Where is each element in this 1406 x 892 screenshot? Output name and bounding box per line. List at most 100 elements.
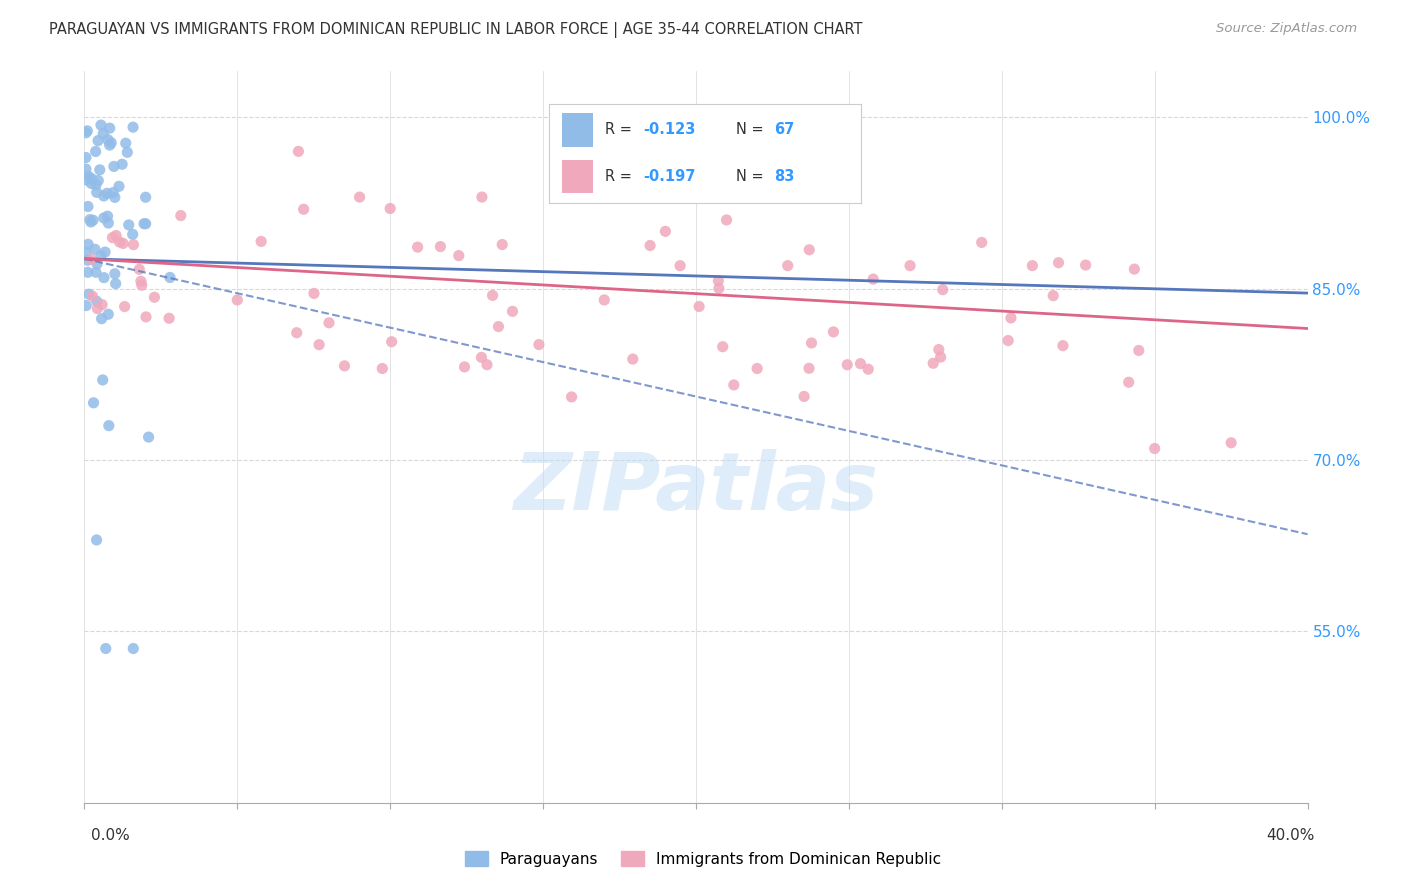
Point	[91, 298, 114, 312]
Point	[98, 138, 121, 153]
Point	[101, 230, 124, 244]
Legend: Paraguayans, Immigrants from Dominican Republic: Paraguayans, Immigrants from Dominican R…	[464, 851, 942, 866]
Point	[90, 249, 112, 263]
Point	[527, 337, 550, 351]
Point	[135, 190, 157, 204]
Point	[96, 186, 118, 201]
Point	[82, 213, 104, 227]
Point	[475, 358, 498, 372]
Point	[104, 277, 127, 291]
Point	[86, 533, 108, 547]
Point	[776, 259, 799, 273]
Point	[75, 151, 97, 165]
Point	[1143, 442, 1166, 456]
Point	[1021, 259, 1043, 273]
Point	[86, 294, 108, 309]
Point	[349, 190, 371, 204]
Point	[922, 356, 945, 370]
Text: 40.0%: 40.0%	[1267, 828, 1315, 843]
Point	[97, 133, 120, 147]
Point	[837, 358, 859, 372]
Point	[800, 336, 823, 351]
Point	[159, 270, 181, 285]
Point	[471, 190, 494, 204]
Point	[91, 373, 114, 387]
Point	[1042, 288, 1064, 302]
Point	[87, 134, 110, 148]
Point	[849, 357, 872, 371]
Point	[970, 235, 993, 250]
Point	[118, 218, 141, 232]
Point	[862, 272, 884, 286]
Point	[1220, 435, 1243, 450]
Point	[122, 237, 145, 252]
Point	[135, 310, 157, 324]
Point	[707, 274, 730, 288]
Point	[723, 378, 745, 392]
Point	[285, 326, 308, 340]
Point	[117, 145, 139, 160]
Point	[318, 316, 340, 330]
Point	[84, 145, 107, 159]
Text: 0.0%: 0.0%	[91, 828, 131, 843]
Point	[669, 259, 692, 273]
Point	[447, 249, 470, 263]
Point	[928, 343, 950, 357]
Point	[135, 217, 157, 231]
Point	[121, 227, 143, 242]
Point	[593, 293, 616, 307]
Point	[1123, 262, 1146, 277]
Point	[93, 211, 115, 225]
Point	[1000, 310, 1022, 325]
Point	[1047, 255, 1070, 269]
Point	[86, 186, 108, 200]
Point	[93, 189, 115, 203]
Point	[157, 311, 180, 326]
Point	[86, 301, 108, 316]
Point	[406, 240, 429, 254]
Point	[470, 351, 492, 365]
Point	[1128, 343, 1150, 358]
Point	[93, 270, 115, 285]
Point	[91, 127, 114, 141]
Point	[100, 136, 122, 150]
Point	[97, 307, 120, 321]
Point	[638, 238, 661, 252]
Point	[80, 171, 103, 186]
Point	[707, 281, 730, 295]
Text: Source: ZipAtlas.com: Source: ZipAtlas.com	[1216, 22, 1357, 36]
Point	[1074, 258, 1097, 272]
Point	[77, 287, 100, 301]
Point	[856, 362, 879, 376]
Point	[94, 641, 117, 656]
Point	[90, 311, 112, 326]
Point	[654, 224, 676, 238]
Point	[84, 265, 107, 279]
Text: PARAGUAYAN VS IMMIGRANTS FROM DOMINICAN REPUBLIC IN LABOR FORCE | AGE 35-44 CORR: PARAGUAYAN VS IMMIGRANTS FROM DOMINICAN …	[49, 22, 863, 38]
Point	[481, 288, 503, 302]
Point	[122, 120, 145, 135]
Point	[75, 126, 97, 140]
Point	[104, 267, 127, 281]
Point	[84, 178, 107, 192]
Point	[932, 283, 955, 297]
Point	[453, 359, 475, 374]
Point	[561, 390, 583, 404]
Point	[86, 257, 108, 271]
Point	[143, 290, 166, 304]
Point	[104, 190, 127, 204]
Point	[287, 145, 309, 159]
Point	[114, 136, 136, 151]
Point	[83, 396, 105, 410]
Text: ZIPatlas: ZIPatlas	[513, 450, 879, 527]
Point	[688, 300, 710, 314]
Point	[75, 245, 97, 260]
Point	[96, 209, 118, 223]
Point	[333, 359, 356, 373]
Point	[103, 160, 125, 174]
Point	[128, 262, 150, 277]
Point	[77, 169, 100, 184]
Point	[997, 334, 1019, 348]
Point	[250, 235, 273, 249]
Point	[799, 243, 821, 257]
